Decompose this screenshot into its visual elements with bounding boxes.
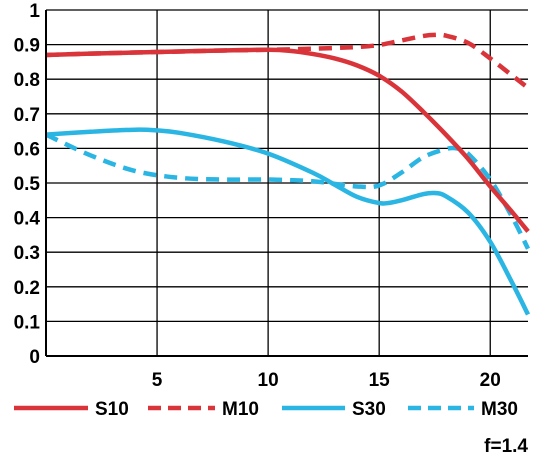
series-line-m30	[45, 132, 531, 250]
x-tick-label: 5	[152, 370, 163, 391]
y-tick-label: 0	[29, 347, 40, 368]
x-tick-label: 10	[258, 370, 279, 391]
series-line-s10	[45, 47, 530, 233]
y-tick-label: 0.4	[14, 209, 41, 230]
y-tick-label: 1	[29, 1, 40, 22]
aperture-annotation: f=1.4	[484, 436, 528, 457]
y-tick-label: 0.9	[14, 36, 40, 57]
y-tick-label: 0.6	[14, 139, 40, 160]
legend: S10 M10 S30 M30	[14, 399, 518, 420]
y-tick-label: 0.5	[14, 174, 41, 195]
x-tick-label: 15	[369, 370, 391, 391]
tick-labels: 00.10.20.30.40.50.60.70.80.915 10 15 20	[14, 1, 501, 391]
axes	[45, 10, 528, 357]
series-line-m10	[45, 32, 530, 90]
y-tick-label: 0.8	[14, 70, 40, 91]
legend-label-m10: M10	[222, 399, 259, 420]
series-lines	[45, 32, 531, 316]
legend-label-s30: S30	[352, 399, 386, 420]
y-tick-label: 0.7	[14, 105, 40, 126]
x-tick-label: 20	[480, 370, 501, 391]
y-tick-label: 0.1	[14, 312, 41, 333]
y-tick-label: 0.3	[14, 243, 40, 264]
legend-label-m30: M30	[481, 399, 518, 420]
series-line-s30	[45, 127, 531, 316]
legend-label-s10: S10	[95, 399, 129, 420]
y-tick-label: 0.2	[14, 278, 40, 299]
grid	[46, 9, 528, 356]
